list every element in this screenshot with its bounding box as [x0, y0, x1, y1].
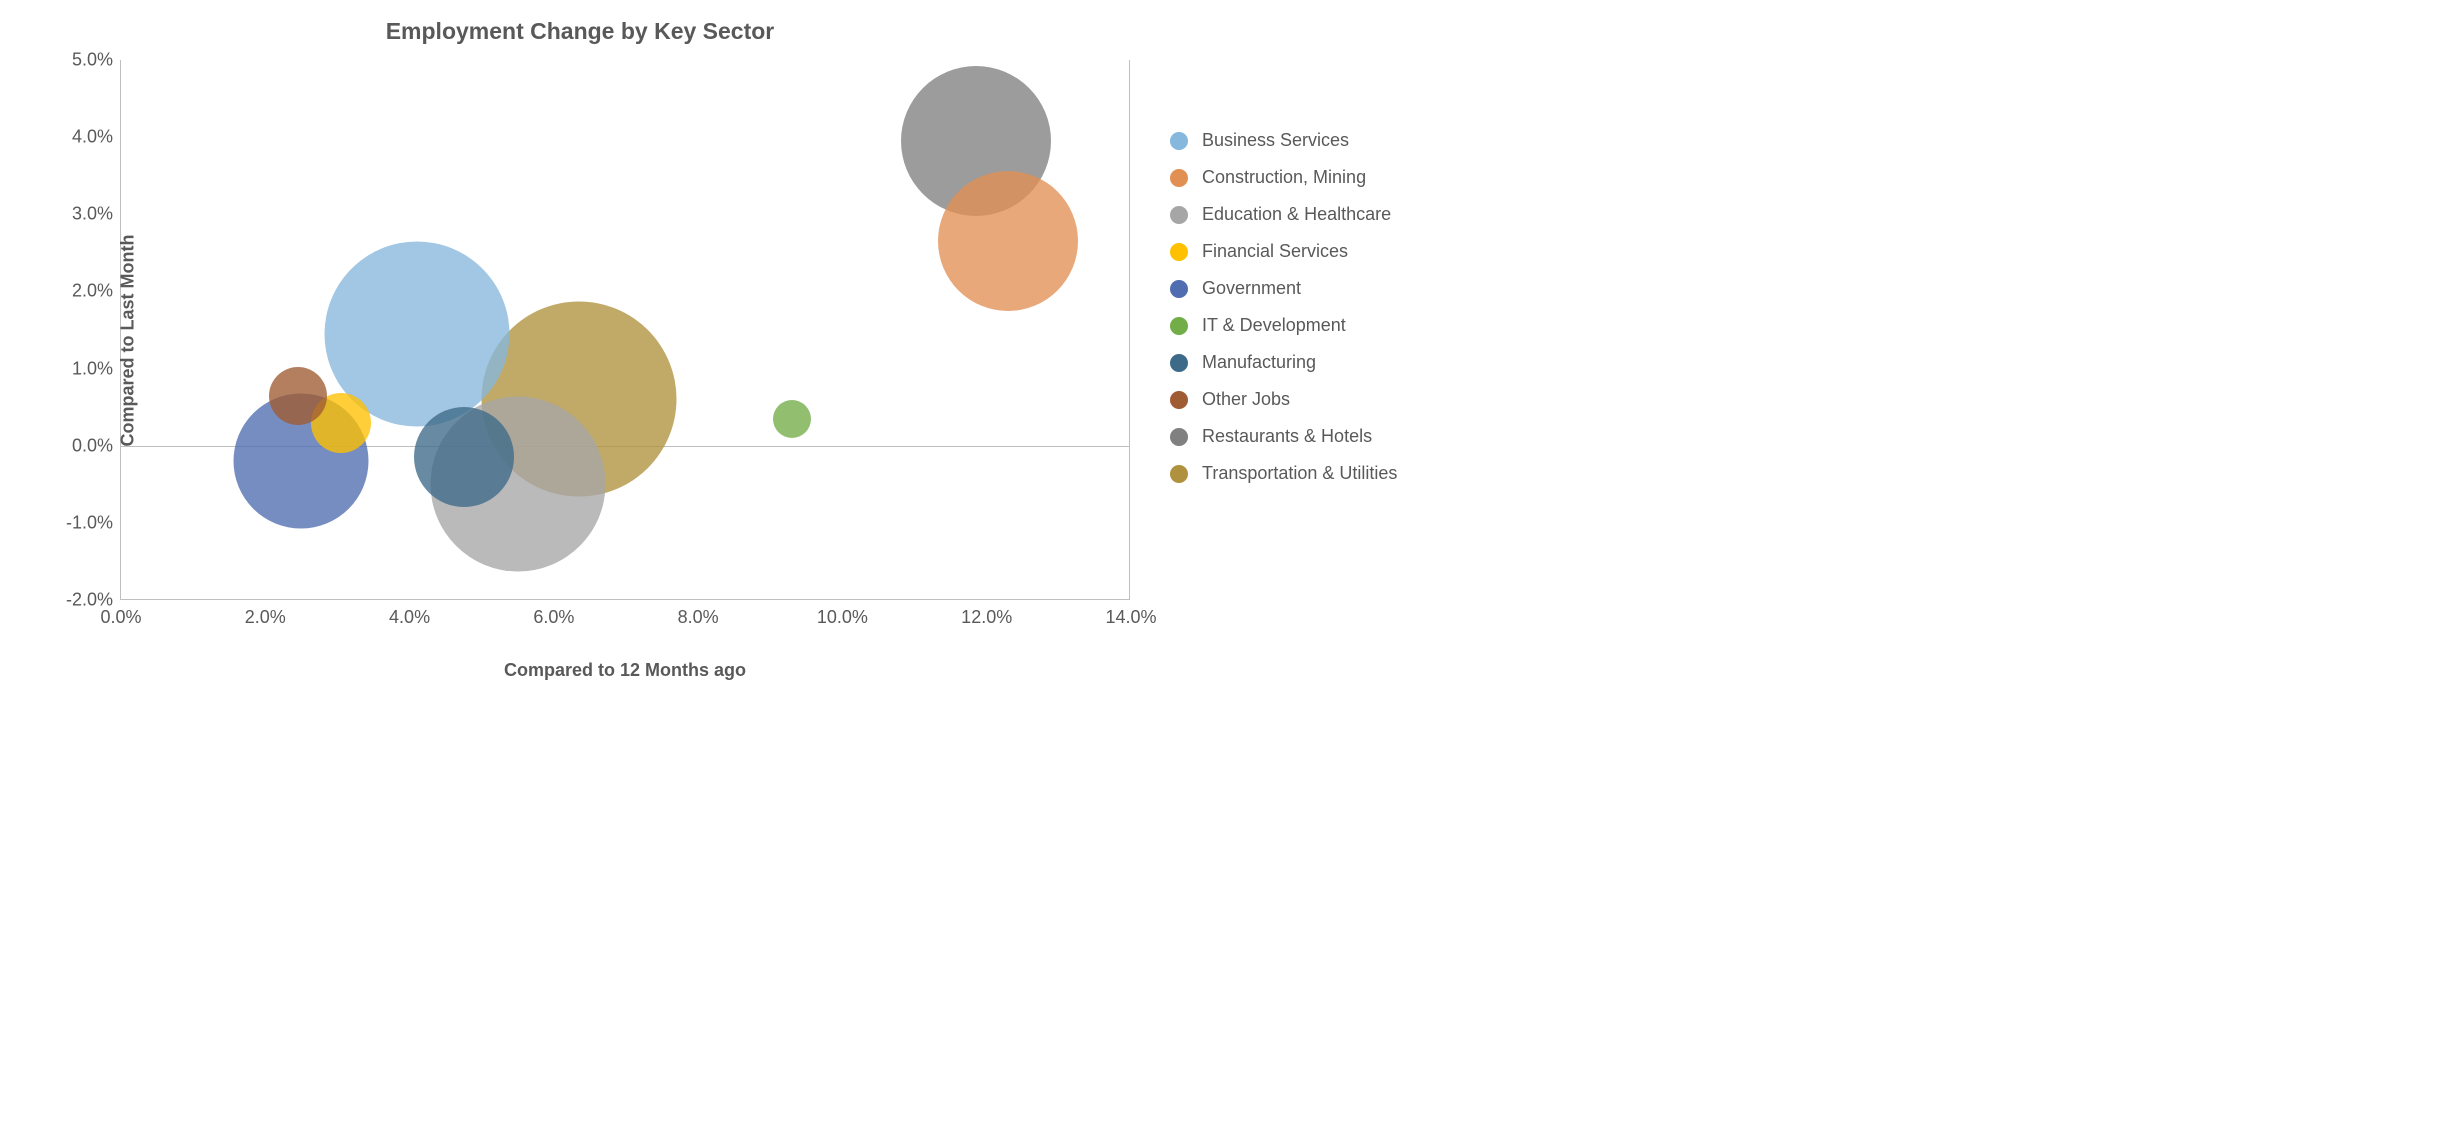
legend-item: Construction, Mining	[1170, 167, 1397, 188]
legend-label: Manufacturing	[1202, 352, 1316, 373]
legend-item: Transportation & Utilities	[1170, 463, 1397, 484]
legend-label: Other Jobs	[1202, 389, 1290, 410]
x-tick-label: 4.0%	[389, 599, 430, 628]
legend-item: Education & Healthcare	[1170, 204, 1397, 225]
legend-item: Manufacturing	[1170, 352, 1397, 373]
y-tick-label: 3.0%	[72, 204, 121, 225]
x-tick-label: 14.0%	[1105, 599, 1156, 628]
x-tick-label: 8.0%	[678, 599, 719, 628]
legend-swatch	[1170, 243, 1188, 261]
legend-label: Government	[1202, 278, 1301, 299]
bubble-point	[414, 407, 514, 507]
legend-swatch	[1170, 391, 1188, 409]
bubble-point	[938, 171, 1078, 311]
y-tick-label: 5.0%	[72, 50, 121, 71]
legend-label: Construction, Mining	[1202, 167, 1366, 188]
legend-swatch	[1170, 280, 1188, 298]
bubble-point	[269, 367, 327, 425]
bubble-point	[773, 400, 811, 438]
x-tick-label: 0.0%	[100, 599, 141, 628]
legend-swatch	[1170, 428, 1188, 446]
chart-legend: Business Services Construction, Mining Edu…	[1170, 130, 1397, 500]
legend-swatch	[1170, 169, 1188, 187]
legend-swatch	[1170, 132, 1188, 150]
legend-label: Education & Healthcare	[1202, 204, 1391, 225]
x-tick-label: 12.0%	[961, 599, 1012, 628]
y-tick-label: 1.0%	[72, 358, 121, 379]
plot-area: -2.0%-1.0%0.0%1.0%2.0%3.0%4.0%5.0%0.0%2.…	[120, 60, 1130, 600]
legend-label: Financial Services	[1202, 241, 1348, 262]
legend-item: Other Jobs	[1170, 389, 1397, 410]
legend-label: Transportation & Utilities	[1202, 463, 1397, 484]
legend-label: Restaurants & Hotels	[1202, 426, 1372, 447]
legend-swatch	[1170, 206, 1188, 224]
x-axis-label: Compared to 12 Months ago	[504, 660, 746, 681]
legend-swatch	[1170, 465, 1188, 483]
legend-item: Restaurants & Hotels	[1170, 426, 1397, 447]
y-tick-label: 2.0%	[72, 281, 121, 302]
y-tick-label: 4.0%	[72, 127, 121, 148]
legend-item: Business Services	[1170, 130, 1397, 151]
legend-label: Business Services	[1202, 130, 1349, 151]
legend-item: IT & Development	[1170, 315, 1397, 336]
legend-label: IT & Development	[1202, 315, 1346, 336]
bubble-chart: Employment Change by Key Sector -2.0%-1.…	[0, 0, 1540, 715]
legend-swatch	[1170, 354, 1188, 372]
legend-item: Government	[1170, 278, 1397, 299]
legend-item: Financial Services	[1170, 241, 1397, 262]
chart-title: Employment Change by Key Sector	[0, 18, 1160, 45]
y-tick-label: -1.0%	[66, 512, 121, 533]
x-tick-label: 6.0%	[533, 599, 574, 628]
x-tick-label: 2.0%	[245, 599, 286, 628]
y-tick-label: 0.0%	[72, 435, 121, 456]
y-axis-label: Compared to Last Month	[118, 235, 139, 447]
x-tick-label: 10.0%	[817, 599, 868, 628]
legend-swatch	[1170, 317, 1188, 335]
